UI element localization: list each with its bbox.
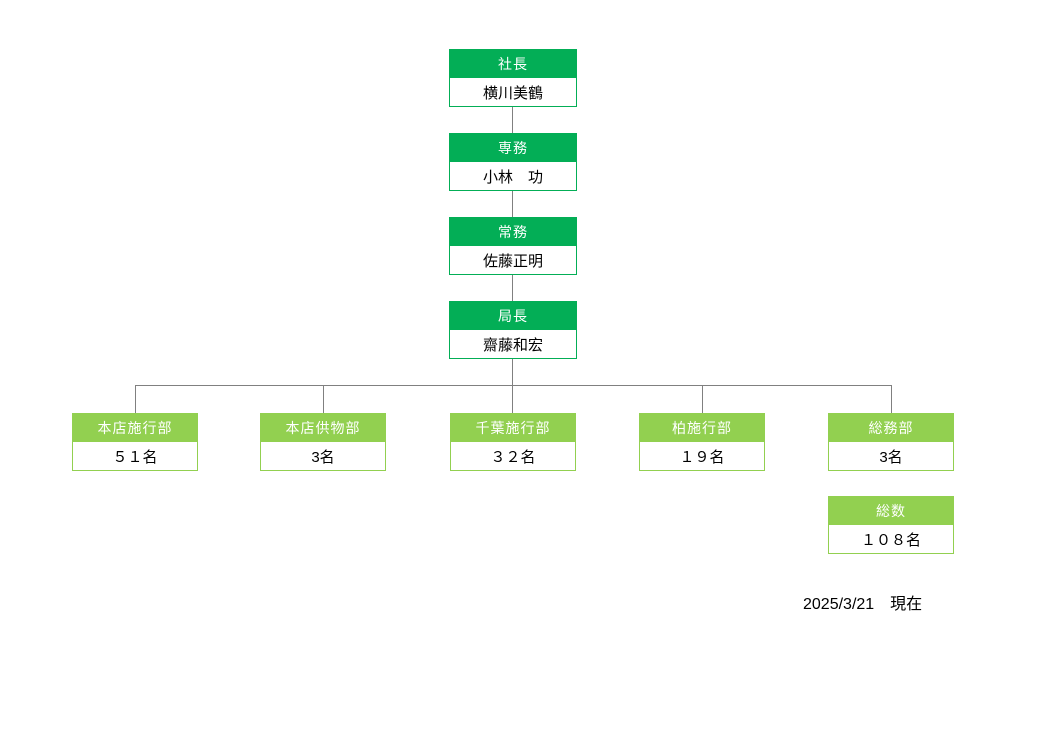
- org-box-name: 齋藤和宏: [450, 330, 576, 358]
- dept-box-headcount: ５１名: [73, 442, 197, 470]
- connector-drop-dept-5: [891, 385, 892, 413]
- connector-senior-md-to-md: [512, 189, 513, 217]
- dept-box-title: 本店施行部: [73, 414, 197, 442]
- org-box-total: 総数 １０８名: [828, 496, 954, 554]
- org-box-title: 常務: [450, 218, 576, 246]
- org-box-president: 社長 横川美鶴: [449, 49, 577, 107]
- dept-box-headcount: 3名: [829, 442, 953, 470]
- connector-department-bus: [135, 385, 892, 386]
- org-box-title: 社長: [450, 50, 576, 78]
- connector-drop-dept-2: [323, 385, 324, 413]
- total-box-title: 総数: [829, 497, 953, 525]
- connector-president-to-senior-md: [512, 105, 513, 133]
- org-box-name: 横川美鶴: [450, 78, 576, 106]
- org-box-dept-honten-sekou: 本店施行部 ５１名: [72, 413, 198, 471]
- org-box-dept-honten-kumotsu: 本店供物部 3名: [260, 413, 386, 471]
- org-box-dept-chiba-sekou: 千葉施行部 ３２名: [450, 413, 576, 471]
- dept-box-title: 千葉施行部: [451, 414, 575, 442]
- connector-drop-dept-1: [135, 385, 136, 413]
- dept-box-headcount: １９名: [640, 442, 764, 470]
- org-box-dept-kashiwa-sekou: 柏施行部 １９名: [639, 413, 765, 471]
- connector-md-to-bureau-chief: [512, 273, 513, 301]
- org-box-title: 局長: [450, 302, 576, 330]
- org-box-senior-managing-director: 専務 小林 功: [449, 133, 577, 191]
- total-box-headcount: １０８名: [829, 525, 953, 553]
- dept-box-title: 総務部: [829, 414, 953, 442]
- org-box-managing-director: 常務 佐藤正明: [449, 217, 577, 275]
- org-box-bureau-chief: 局長 齋藤和宏: [449, 301, 577, 359]
- connector-drop-dept-4: [702, 385, 703, 413]
- dept-box-headcount: 3名: [261, 442, 385, 470]
- as-of-date-label: 2025/3/21 現在: [803, 596, 923, 613]
- org-box-dept-soumu: 総務部 3名: [828, 413, 954, 471]
- dept-box-title: 柏施行部: [640, 414, 764, 442]
- connector-drop-dept-3: [512, 385, 513, 413]
- dept-box-headcount: ３２名: [451, 442, 575, 470]
- org-box-title: 専務: [450, 134, 576, 162]
- connector-bureau-chief-to-bus: [512, 357, 513, 385]
- org-box-name: 佐藤正明: [450, 246, 576, 274]
- org-box-name: 小林 功: [450, 162, 576, 190]
- dept-box-title: 本店供物部: [261, 414, 385, 442]
